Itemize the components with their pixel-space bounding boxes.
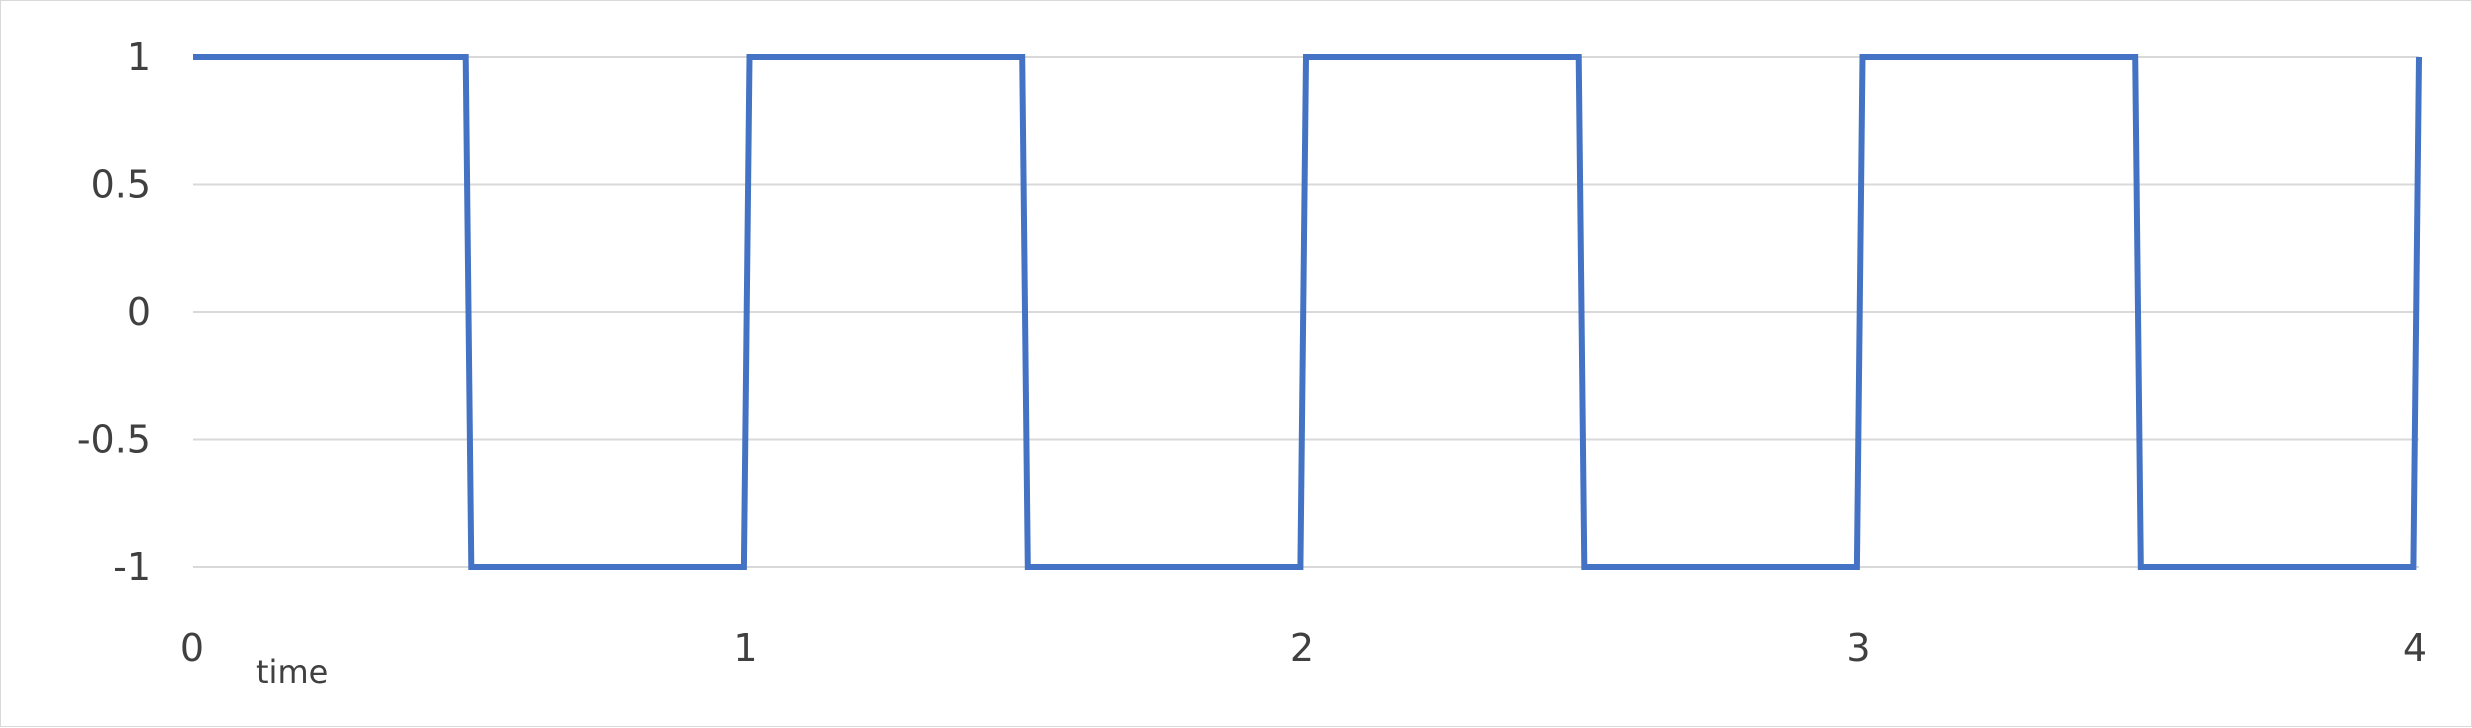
x-tick-label: 0: [180, 626, 204, 670]
y-tick-label: -1: [113, 545, 151, 589]
x-tick-label: 1: [733, 626, 757, 670]
x-tick-label: 2: [1290, 626, 1314, 670]
x-tick-labels: 0 1 2 3 4: [180, 626, 2427, 670]
x-axis-title: time: [256, 653, 328, 691]
y-tick-label: -0.5: [77, 418, 151, 462]
y-tick-labels: 1 0.5 0 -0.5 -1: [77, 35, 151, 589]
y-tick-label: 1: [127, 35, 151, 79]
x-tick-label: 4: [2403, 626, 2427, 670]
x-tick-label: 3: [1846, 626, 1870, 670]
square-wave-line: [193, 54, 2422, 570]
y-tick-label: 0: [127, 290, 151, 334]
series-layer: [193, 54, 2422, 570]
y-tick-label: 0.5: [91, 163, 151, 207]
